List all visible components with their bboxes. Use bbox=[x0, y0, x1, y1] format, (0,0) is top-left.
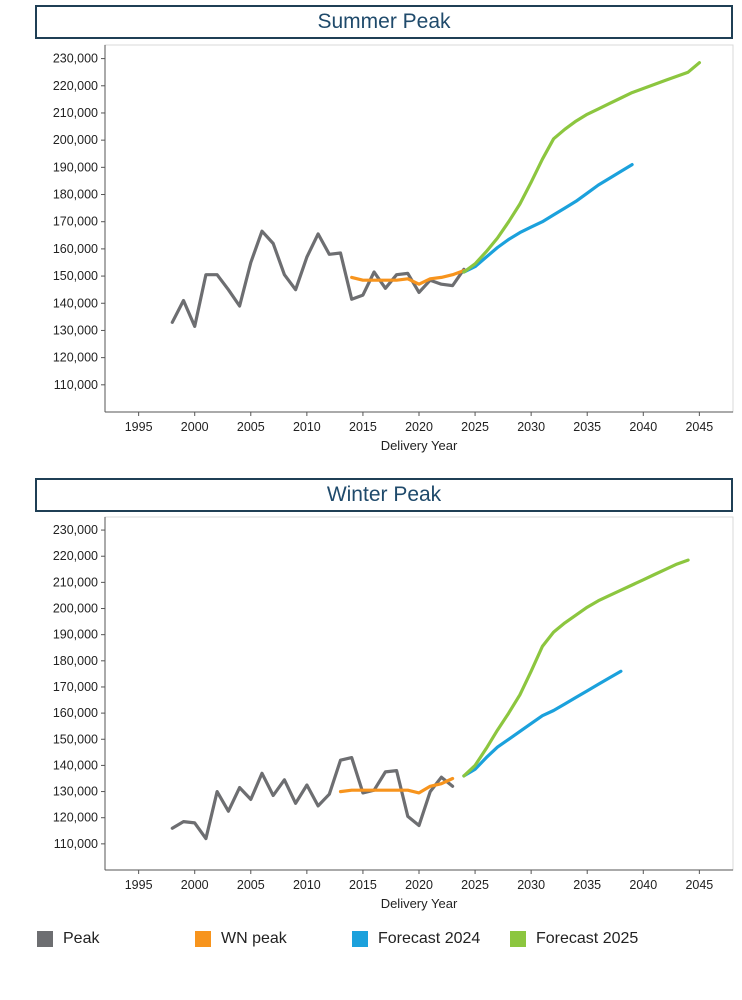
y-tick-label: 190,000 bbox=[53, 628, 98, 642]
series-line-wn-peak bbox=[338, 776, 455, 795]
x-tick-label: 2000 bbox=[181, 420, 209, 434]
winter-peak-title: Winter Peak bbox=[35, 478, 733, 512]
chart-legend: Peak WN peak Forecast 2024 Forecast 2025 bbox=[0, 930, 742, 962]
summer-peak-title: Summer Peak bbox=[35, 5, 733, 39]
y-tick-label: 110,000 bbox=[54, 378, 98, 392]
y-tick-label: 210,000 bbox=[53, 106, 98, 120]
x-tick-label: 2020 bbox=[405, 420, 433, 434]
y-tick-label: 180,000 bbox=[53, 654, 98, 668]
x-tick-label: 2030 bbox=[517, 878, 545, 892]
x-tick-label: 2045 bbox=[685, 878, 713, 892]
x-tick-label: 2040 bbox=[629, 878, 657, 892]
x-tick-label: 2005 bbox=[237, 420, 265, 434]
legend-label-wn-peak: WN peak bbox=[221, 930, 287, 947]
x-axis-title: Delivery Year bbox=[381, 438, 458, 453]
y-tick-label: 120,000 bbox=[53, 811, 98, 825]
legend-item-forecast-2025: Forecast 2025 bbox=[510, 930, 638, 948]
series-line-peak bbox=[170, 229, 466, 328]
x-tick-label: 2045 bbox=[685, 420, 713, 434]
x-tick-label: 2025 bbox=[461, 420, 489, 434]
x-tick-label: 2035 bbox=[573, 878, 601, 892]
y-tick-label: 150,000 bbox=[53, 732, 98, 746]
y-tick-label: 170,000 bbox=[53, 215, 98, 229]
legend-item-peak: Peak bbox=[37, 930, 99, 948]
legend-label-peak: Peak bbox=[63, 930, 100, 947]
x-tick-label: 1995 bbox=[125, 420, 153, 434]
summer-peak-chart: 110,000 120,000 130,000 140,000 150,000 160,0… bbox=[53, 44, 734, 453]
x-tick-label: 2020 bbox=[405, 878, 433, 892]
plot-frame bbox=[104, 516, 734, 871]
y-tick-label: 200,000 bbox=[53, 133, 98, 147]
y-tick-label: 200,000 bbox=[53, 602, 98, 616]
series-line-forecast-2025 bbox=[462, 61, 702, 274]
x-tick-label: 2005 bbox=[237, 878, 265, 892]
y-tick-label: 220,000 bbox=[53, 79, 98, 93]
x-axis-title: Delivery Year bbox=[381, 896, 458, 911]
x-tick-label: 2010 bbox=[293, 420, 321, 434]
x-tick-label: 1995 bbox=[125, 878, 153, 892]
series-line-forecast-2024 bbox=[462, 162, 634, 274]
y-tick-label: 110,000 bbox=[54, 837, 98, 851]
winter-peak-chart: 110,000 120,000 130,000 140,000 150,000 160,0… bbox=[53, 516, 734, 911]
legend-swatch-wn-peak bbox=[195, 931, 211, 947]
legend-item-wn-peak: WN peak bbox=[195, 930, 287, 948]
x-tick-label: 2025 bbox=[461, 878, 489, 892]
x-tick-label: 2035 bbox=[573, 420, 601, 434]
legend-label-forecast-2024: Forecast 2024 bbox=[378, 930, 481, 947]
legend-item-forecast-2024: Forecast 2024 bbox=[352, 930, 480, 948]
series-line-wn-peak bbox=[350, 269, 466, 286]
y-tick-label: 230,000 bbox=[53, 523, 98, 537]
y-tick-label: 180,000 bbox=[53, 188, 98, 202]
x-tick-label: 2040 bbox=[629, 420, 657, 434]
legend-swatch-peak bbox=[37, 931, 53, 947]
y-tick-label: 230,000 bbox=[53, 52, 98, 66]
series-line-forecast-2024 bbox=[462, 669, 623, 778]
x-tick-label: 2030 bbox=[517, 420, 545, 434]
y-tick-label: 220,000 bbox=[53, 549, 98, 563]
series-line-peak bbox=[170, 756, 455, 841]
x-tick-label: 2010 bbox=[293, 878, 321, 892]
y-tick-label: 160,000 bbox=[53, 242, 98, 256]
x-tick-label: 2015 bbox=[349, 420, 377, 434]
legend-swatch-forecast-2025 bbox=[510, 931, 526, 947]
y-tick-label: 150,000 bbox=[53, 269, 98, 283]
y-tick-label: 130,000 bbox=[53, 785, 98, 799]
y-tick-label: 210,000 bbox=[53, 575, 98, 589]
y-tick-label: 160,000 bbox=[53, 706, 98, 720]
legend-swatch-forecast-2024 bbox=[352, 931, 368, 947]
y-tick-label: 140,000 bbox=[53, 296, 98, 310]
y-tick-label: 140,000 bbox=[53, 758, 98, 772]
series-line-forecast-2025 bbox=[462, 558, 690, 778]
y-tick-label: 130,000 bbox=[53, 323, 98, 337]
x-tick-label: 2000 bbox=[181, 878, 209, 892]
y-tick-label: 120,000 bbox=[53, 351, 98, 365]
legend-label-forecast-2025: Forecast 2025 bbox=[536, 930, 639, 947]
x-tick-label: 2015 bbox=[349, 878, 377, 892]
y-tick-label: 170,000 bbox=[53, 680, 98, 694]
y-tick-label: 190,000 bbox=[53, 160, 98, 174]
plot-frame bbox=[104, 44, 734, 413]
